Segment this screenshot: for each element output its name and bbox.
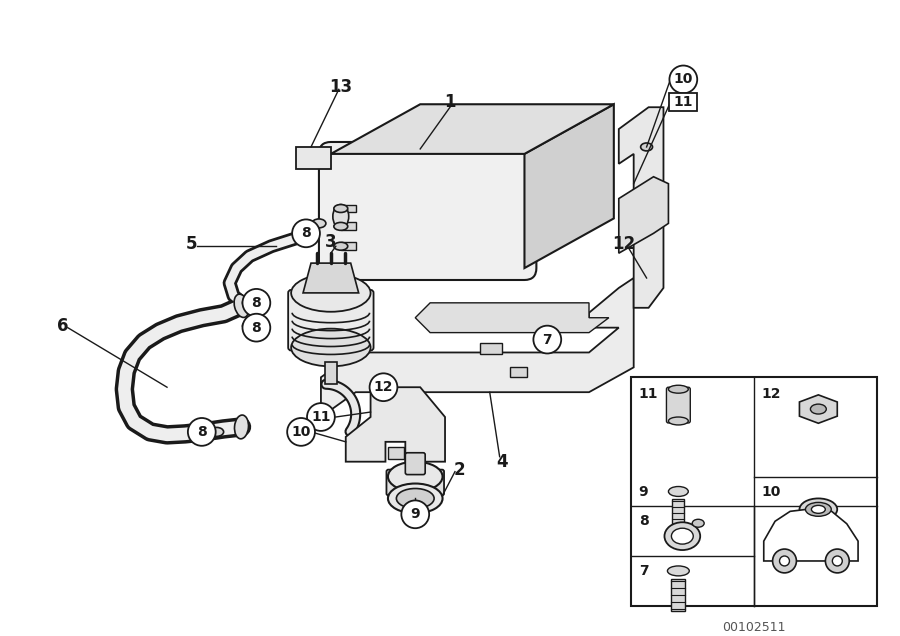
- Text: 8: 8: [251, 296, 261, 310]
- Text: 00102511: 00102511: [722, 621, 786, 633]
- Circle shape: [779, 556, 789, 566]
- Bar: [631, 377, 877, 605]
- Ellipse shape: [242, 298, 256, 307]
- FancyBboxPatch shape: [319, 142, 536, 280]
- Ellipse shape: [334, 205, 347, 212]
- Circle shape: [292, 219, 320, 247]
- Circle shape: [370, 373, 398, 401]
- Text: 10: 10: [761, 485, 781, 499]
- Ellipse shape: [388, 483, 443, 513]
- Ellipse shape: [334, 223, 347, 230]
- Polygon shape: [346, 387, 445, 462]
- Circle shape: [401, 501, 429, 529]
- Text: 5: 5: [186, 235, 198, 253]
- Text: 12: 12: [612, 235, 635, 253]
- Text: 9: 9: [410, 508, 420, 522]
- Text: 11: 11: [673, 95, 693, 109]
- Polygon shape: [296, 147, 331, 169]
- Text: 10: 10: [292, 425, 310, 439]
- Text: 12: 12: [761, 387, 781, 401]
- FancyBboxPatch shape: [386, 469, 444, 495]
- Text: 11: 11: [311, 410, 330, 424]
- Polygon shape: [321, 278, 634, 417]
- Text: 7: 7: [543, 333, 552, 347]
- Ellipse shape: [799, 499, 837, 520]
- FancyBboxPatch shape: [288, 290, 374, 350]
- Ellipse shape: [692, 519, 704, 527]
- Text: 1: 1: [445, 93, 455, 111]
- Circle shape: [670, 66, 698, 93]
- Text: 3: 3: [325, 233, 337, 251]
- Circle shape: [534, 326, 562, 354]
- Ellipse shape: [234, 294, 249, 317]
- Text: 10: 10: [673, 73, 693, 86]
- Ellipse shape: [235, 415, 248, 439]
- Polygon shape: [331, 104, 614, 154]
- Text: 12: 12: [374, 380, 393, 394]
- Bar: [325, 363, 337, 384]
- Text: 4: 4: [496, 453, 508, 471]
- Polygon shape: [619, 177, 669, 253]
- Circle shape: [242, 289, 270, 317]
- Bar: [341, 205, 356, 212]
- FancyBboxPatch shape: [405, 453, 425, 474]
- Ellipse shape: [669, 417, 689, 425]
- Circle shape: [287, 418, 315, 446]
- Text: 8: 8: [197, 425, 207, 439]
- Text: 9: 9: [639, 485, 648, 499]
- Ellipse shape: [668, 566, 689, 576]
- Ellipse shape: [812, 506, 825, 513]
- Ellipse shape: [396, 488, 434, 508]
- Ellipse shape: [671, 529, 693, 544]
- Text: 6: 6: [57, 317, 68, 335]
- Circle shape: [825, 549, 850, 573]
- Text: 8: 8: [251, 321, 261, 335]
- Polygon shape: [303, 263, 359, 293]
- Circle shape: [772, 549, 796, 573]
- Text: 11: 11: [639, 387, 658, 401]
- Circle shape: [832, 556, 842, 566]
- Ellipse shape: [641, 143, 652, 151]
- Bar: [480, 343, 501, 354]
- Circle shape: [242, 314, 270, 342]
- Circle shape: [188, 418, 216, 446]
- Text: 8: 8: [639, 515, 648, 529]
- Polygon shape: [525, 104, 614, 268]
- Polygon shape: [799, 395, 837, 424]
- Ellipse shape: [210, 427, 223, 436]
- Bar: [341, 242, 356, 250]
- Polygon shape: [415, 303, 609, 333]
- Bar: [671, 579, 685, 611]
- Bar: [670, 93, 698, 111]
- Circle shape: [307, 403, 335, 431]
- Ellipse shape: [291, 329, 371, 366]
- Text: 8: 8: [302, 226, 310, 240]
- Bar: [389, 447, 404, 459]
- Text: 7: 7: [639, 564, 648, 578]
- Bar: [672, 499, 684, 531]
- FancyBboxPatch shape: [666, 387, 690, 423]
- Ellipse shape: [664, 522, 700, 550]
- Ellipse shape: [291, 274, 371, 312]
- Ellipse shape: [312, 219, 326, 228]
- Ellipse shape: [388, 462, 443, 492]
- Ellipse shape: [242, 321, 256, 330]
- Bar: [341, 223, 356, 230]
- Ellipse shape: [669, 385, 689, 393]
- Ellipse shape: [333, 205, 348, 228]
- Text: 2: 2: [454, 460, 465, 479]
- Ellipse shape: [669, 487, 689, 497]
- Ellipse shape: [810, 404, 826, 414]
- Polygon shape: [764, 509, 858, 561]
- Text: 13: 13: [329, 78, 352, 97]
- Polygon shape: [619, 107, 663, 308]
- Ellipse shape: [806, 502, 832, 516]
- Ellipse shape: [334, 242, 347, 250]
- Bar: [509, 368, 527, 377]
